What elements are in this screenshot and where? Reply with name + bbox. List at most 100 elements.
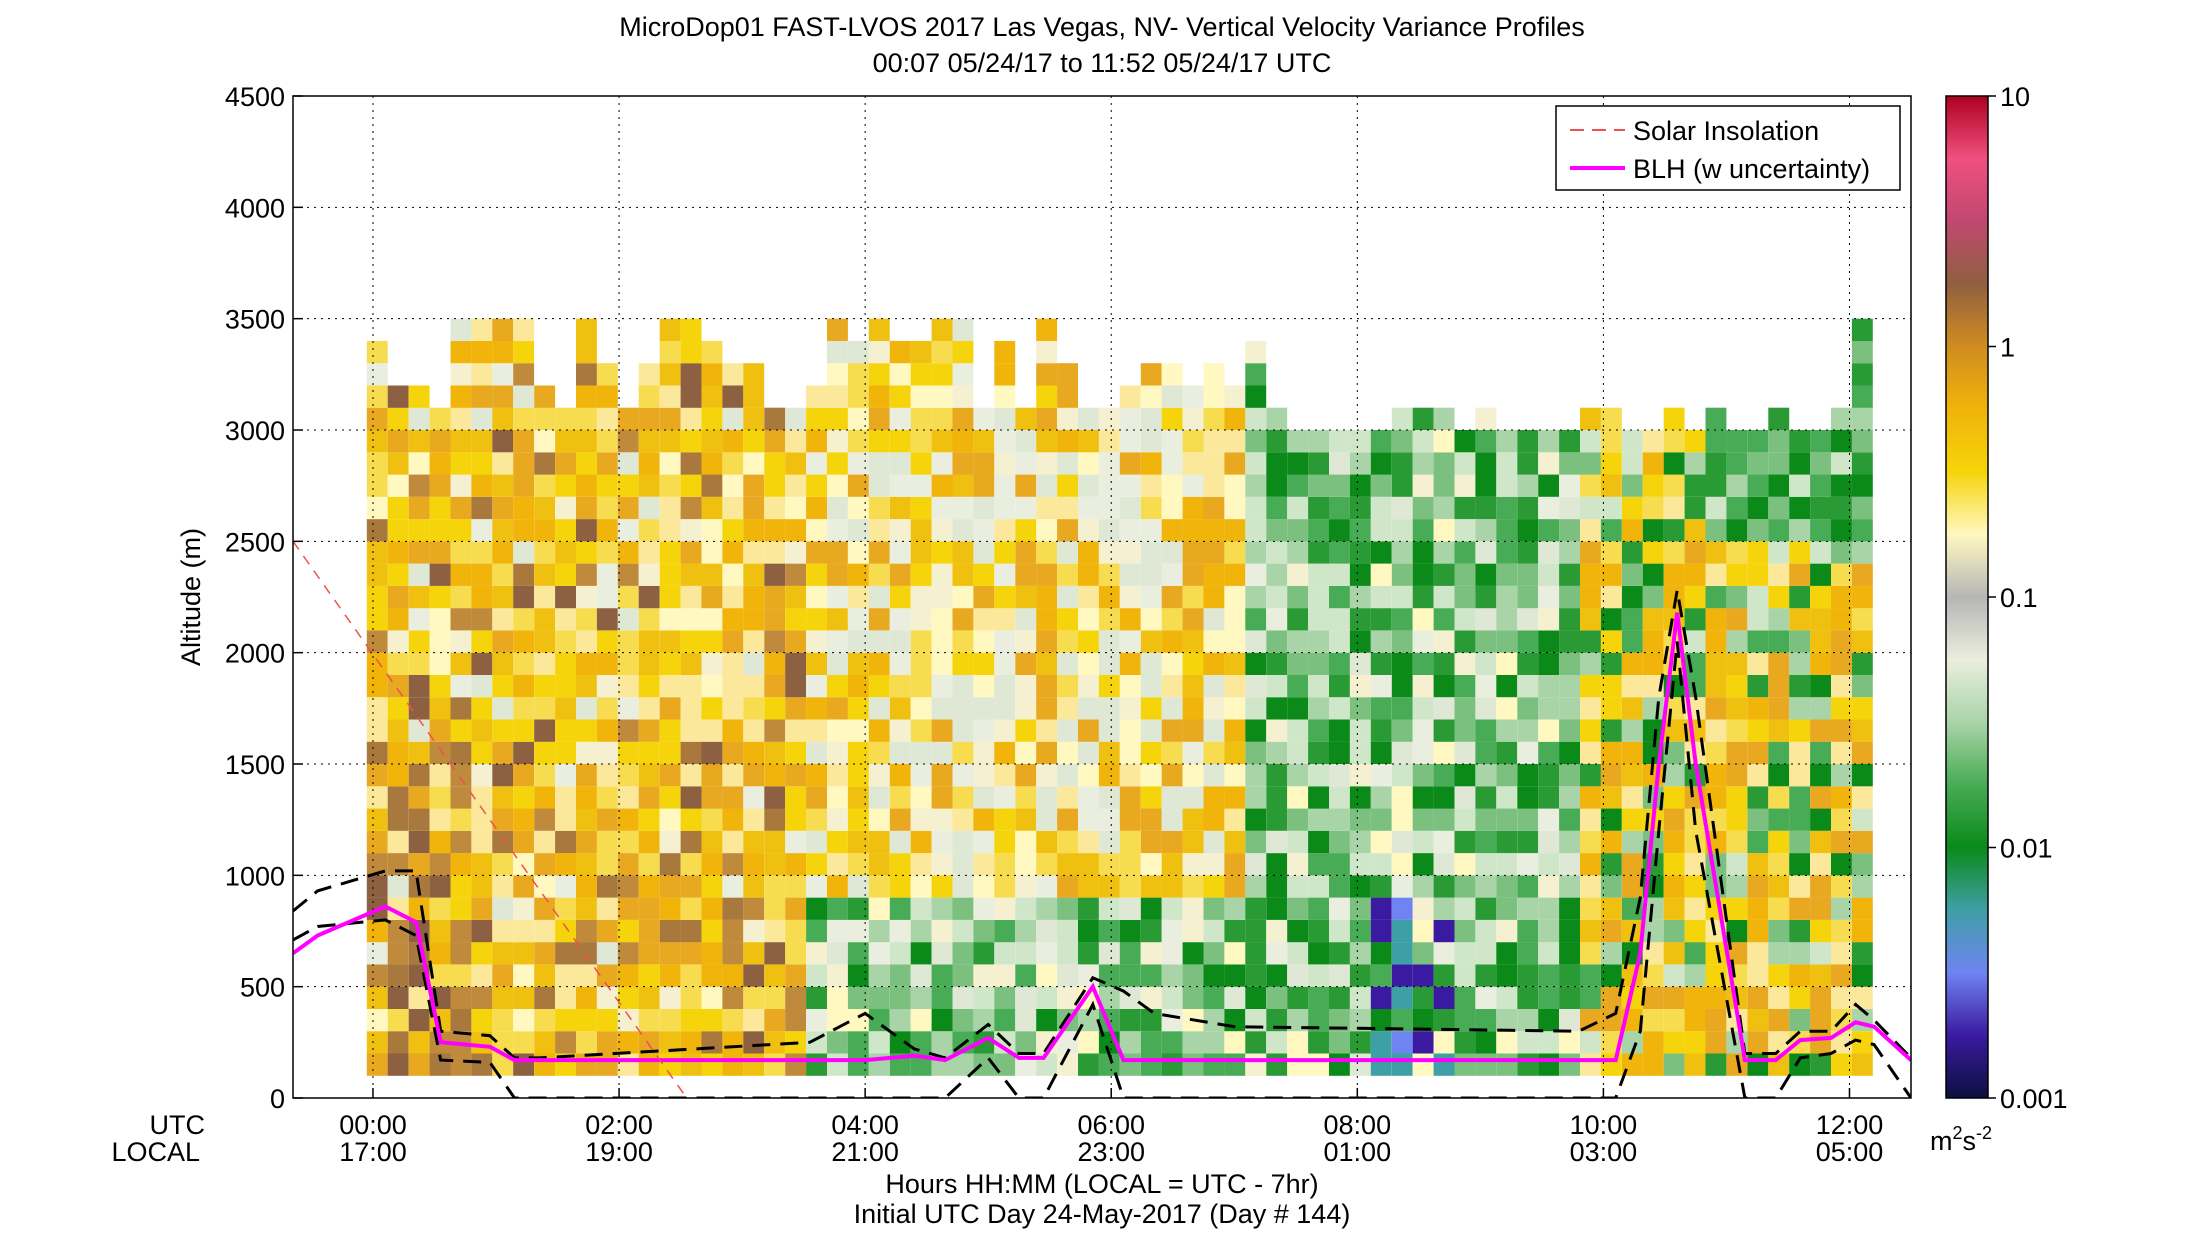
heatmap-cell xyxy=(617,1053,639,1076)
heatmap-cell xyxy=(1851,385,1873,408)
heatmap-cell xyxy=(576,363,597,386)
heatmap-cell xyxy=(1015,1031,1037,1054)
heatmap-cell xyxy=(1266,719,1288,742)
heatmap-cell xyxy=(1496,1008,1518,1032)
heatmap-cell xyxy=(1245,674,1267,698)
heatmap-cell xyxy=(1287,786,1309,809)
heatmap-cell xyxy=(847,430,869,453)
heatmap-cell xyxy=(1161,919,1183,943)
heatmap-cell xyxy=(889,407,911,430)
heatmap-cell xyxy=(1015,942,1037,965)
heatmap-cell xyxy=(1119,563,1141,586)
heatmap-cell xyxy=(1078,719,1099,742)
heatmap-cell xyxy=(659,897,681,920)
heatmap-cell xyxy=(1559,719,1580,742)
heatmap-cell xyxy=(680,1031,702,1054)
heatmap-cell xyxy=(847,474,869,497)
heatmap-cell xyxy=(1308,519,1329,542)
heatmap-cell xyxy=(576,430,597,453)
heatmap-cell xyxy=(1454,452,1476,475)
heatmap-cell xyxy=(1182,452,1204,475)
heatmap-cell xyxy=(1747,519,1769,542)
heatmap-cell xyxy=(973,942,995,965)
heatmap-cell xyxy=(534,986,556,1009)
heatmap-cell xyxy=(1036,563,1058,586)
heatmap-cell xyxy=(1433,430,1455,453)
heatmap-cell xyxy=(1831,964,1852,987)
heatmap-cell xyxy=(1224,897,1246,920)
heatmap-cell xyxy=(1119,875,1141,898)
colorbar-tick-label: 1 xyxy=(2000,333,2015,363)
heatmap-cell xyxy=(701,407,723,430)
heatmap-cell xyxy=(408,808,430,831)
heatmap-cell xyxy=(471,474,493,497)
heatmap-cell xyxy=(1412,830,1434,854)
heatmap-cell xyxy=(555,674,576,698)
heatmap-cell xyxy=(638,452,660,475)
heatmap-cell xyxy=(576,942,597,965)
heatmap-cell xyxy=(429,875,451,898)
heatmap-cell xyxy=(1098,496,1120,520)
heatmap-cell xyxy=(1349,630,1371,653)
heatmap-cell xyxy=(1161,741,1183,764)
heatmap-cell xyxy=(1036,719,1058,742)
heatmap-cell xyxy=(1580,741,1601,764)
heatmap-cell xyxy=(1391,919,1413,943)
heatmap-cell xyxy=(952,897,974,920)
heatmap-cell xyxy=(1768,652,1790,675)
heatmap-cell xyxy=(1266,519,1288,542)
heatmap-cell xyxy=(1245,340,1267,364)
legend-box xyxy=(1555,105,1901,191)
heatmap-cell xyxy=(1015,652,1037,675)
heatmap-cell xyxy=(513,741,535,764)
heatmap-cell xyxy=(868,496,890,520)
heatmap-cell xyxy=(1308,541,1329,564)
heatmap-cell xyxy=(596,652,618,675)
heatmap-cell xyxy=(1517,741,1539,764)
heatmap-cell xyxy=(617,652,639,675)
heatmap-cell xyxy=(722,786,744,809)
heatmap-cell xyxy=(1517,452,1539,475)
heatmap-cell xyxy=(1329,830,1350,854)
heatmap-cell xyxy=(1224,496,1246,520)
y-axis-label: Altitude (m) xyxy=(176,528,206,666)
heatmap-cell xyxy=(1684,1008,1706,1032)
heatmap-cell xyxy=(1182,474,1204,497)
heatmap-cell xyxy=(1663,474,1685,497)
heatmap-cell xyxy=(471,318,493,341)
heatmap-cell xyxy=(1433,786,1455,809)
heatmap-cell xyxy=(994,363,1016,386)
heatmap-cell xyxy=(1789,452,1811,475)
heatmap-cell xyxy=(1831,919,1852,943)
heatmap-cell xyxy=(1454,897,1476,920)
grid-lines xyxy=(293,96,1911,1098)
heatmap-cell xyxy=(471,385,493,408)
heatmap-cell xyxy=(1057,875,1078,898)
heatmap-cell xyxy=(408,630,430,653)
heatmap-cell xyxy=(1642,719,1664,742)
heatmap-cell xyxy=(1831,1053,1852,1076)
heatmap-cell xyxy=(847,563,869,586)
heatmap-cell xyxy=(1349,585,1371,609)
heatmap-cell xyxy=(1747,608,1769,631)
heatmap-cell xyxy=(1663,1053,1685,1076)
heatmap-cell xyxy=(513,474,535,497)
heatmap-cell xyxy=(1391,986,1413,1009)
heatmap-cell xyxy=(701,897,723,920)
heatmap-cell xyxy=(1559,986,1580,1009)
heatmap-cell xyxy=(889,853,911,876)
heatmap-cell xyxy=(910,519,932,542)
heatmap-cell xyxy=(743,719,765,742)
heatmap-cell xyxy=(1600,897,1622,920)
heatmap-cell xyxy=(1810,808,1831,831)
heatmap-cell xyxy=(450,452,472,475)
heatmap-cell xyxy=(1433,830,1455,854)
y-tick-label: 500 xyxy=(240,973,285,1003)
heatmap-cell xyxy=(806,630,827,653)
heatmap-cell xyxy=(471,519,493,542)
heatmap-cell xyxy=(1078,741,1099,764)
heatmap-cell xyxy=(1161,808,1183,831)
heatmap-cell xyxy=(471,786,493,809)
heatmap-cell xyxy=(1496,1031,1518,1054)
heatmap-cell xyxy=(743,563,765,586)
